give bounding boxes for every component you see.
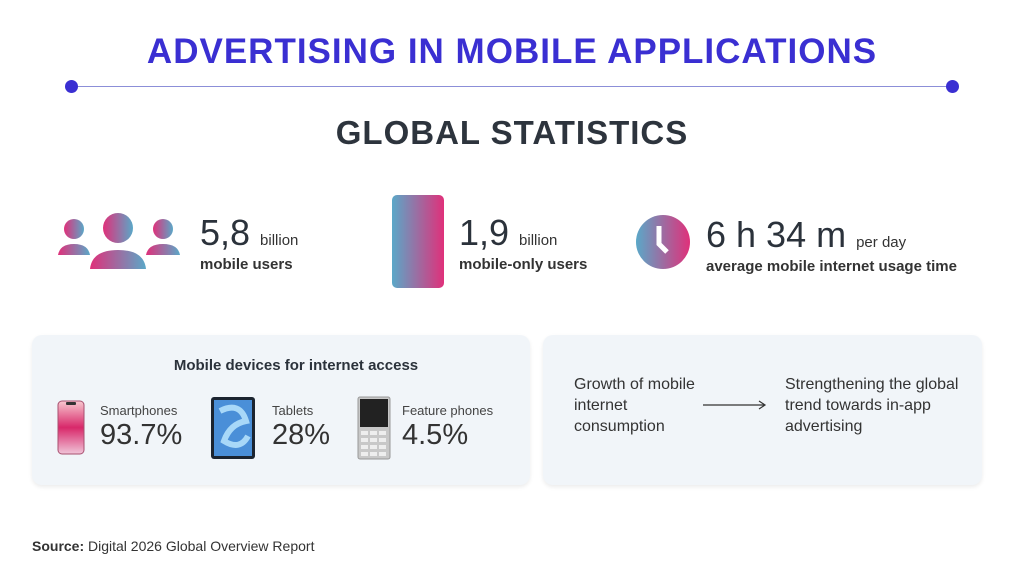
clock-icon (636, 215, 690, 269)
source-label: Source: (32, 538, 85, 554)
stat-usage-time: 6 h 34 m per day average mobile internet … (706, 214, 957, 275)
flow-from: Growth of mobile internet consumption (574, 376, 695, 435)
stat-mobile-users: 5,8 billion mobile users (200, 212, 298, 273)
arrow-right-icon (703, 400, 767, 410)
devices-card: Mobile devices for internet access Smart… (32, 335, 530, 485)
feature-phone-icon (357, 396, 391, 460)
source-note: Source: Digital 2026 Global Overview Rep… (32, 538, 314, 554)
device-name: Smartphones (100, 403, 178, 418)
stat-unit: billion (260, 232, 299, 249)
divider-dot-left (65, 80, 78, 93)
users-icon (58, 213, 180, 269)
stat-value: 5,8 (200, 212, 251, 253)
device-name: Tablets (272, 403, 314, 418)
page-title: ADVERTISING IN MOBILE APPLICATIONS (146, 32, 878, 71)
device-value: 93.7% (100, 419, 183, 451)
flow-to: Strengthening the global trend towards i… (785, 376, 959, 435)
devices-heading: Mobile devices for internet access (173, 357, 419, 374)
stat-mobile-only-users: 1,9 billion mobile-only users (459, 212, 587, 273)
tablet-icon (211, 397, 255, 459)
device-name: Feature phones (402, 403, 494, 418)
stat-label: mobile users (200, 256, 293, 273)
device-tablets: Tablets 28% (272, 403, 330, 452)
device-value: 4.5% (402, 419, 469, 451)
device-feature-phones: Feature phones 4.5% (402, 403, 493, 452)
stat-unit: per day (856, 234, 907, 251)
smartphone-icon (57, 400, 85, 455)
source-text: Digital 2026 Global Overview Report (88, 538, 315, 554)
section-title: GLOBAL STATISTICS (335, 114, 689, 151)
divider (72, 86, 952, 87)
trend-card: Growth of mobile internet consumption St… (543, 335, 982, 485)
stat-value: 1,9 (459, 212, 510, 253)
device-smartphones: Smartphones 93.7% (100, 403, 182, 452)
stat-label: average mobile internet usage time (706, 258, 957, 275)
divider-dot-right (946, 80, 959, 93)
phone-icon (392, 195, 444, 288)
stat-label: mobile-only users (459, 256, 588, 273)
stat-unit: billion (519, 232, 558, 249)
stat-value: 6 h 34 m (706, 214, 847, 255)
device-value: 28% (272, 419, 331, 451)
